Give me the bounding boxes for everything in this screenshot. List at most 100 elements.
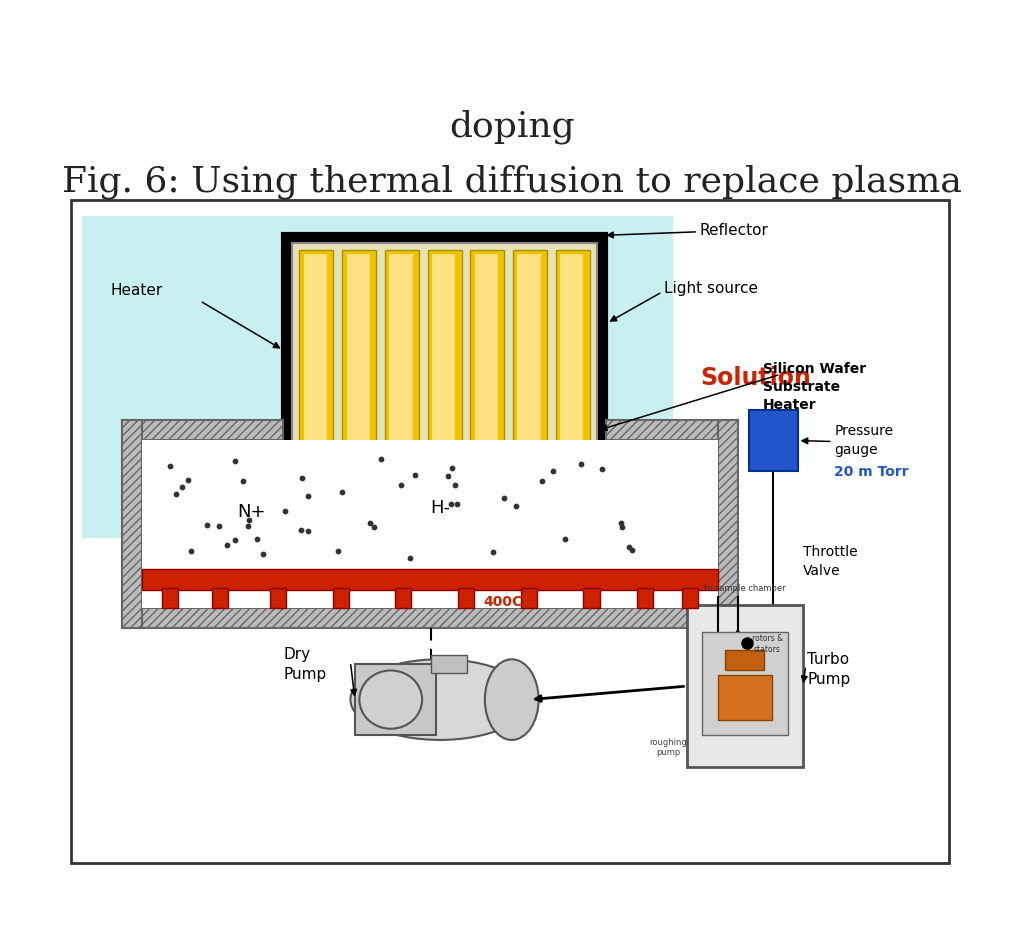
Text: doping: doping	[449, 109, 574, 144]
Bar	[718, 629, 737, 731]
Point	[234, 474, 251, 489]
Bar	[346, 255, 370, 509]
Bar	[292, 243, 597, 521]
Text: Heater: Heater	[111, 283, 163, 298]
Point	[613, 515, 630, 530]
Point	[168, 488, 184, 502]
Bar	[212, 589, 227, 608]
Bar	[269, 589, 286, 608]
Bar	[162, 589, 178, 608]
Ellipse shape	[359, 671, 422, 729]
Bar	[517, 255, 541, 509]
Text: N+: N+	[238, 502, 266, 521]
Point	[219, 538, 236, 552]
Point	[162, 459, 178, 474]
Bar	[395, 589, 412, 608]
Text: Silicon Wafer
Substrate: Silicon Wafer Substrate	[763, 362, 866, 394]
Bar	[513, 250, 547, 514]
Point	[361, 515, 378, 530]
Text: roughing
pump: roughing pump	[649, 737, 687, 756]
Bar	[458, 589, 474, 608]
Text: Turbo
Pump: Turbo Pump	[808, 651, 851, 686]
Bar	[584, 589, 600, 608]
Text: Throttle
Valve: Throttle Valve	[803, 545, 858, 578]
Point	[442, 497, 459, 512]
Bar	[82, 216, 673, 539]
Point	[439, 469, 456, 484]
Point	[407, 468, 423, 483]
Point	[334, 485, 350, 500]
Bar	[470, 250, 504, 514]
Bar	[122, 421, 284, 440]
Bar	[304, 255, 327, 509]
Point	[179, 474, 196, 489]
Point	[447, 478, 464, 493]
Point	[572, 457, 589, 472]
Bar	[686, 606, 803, 767]
Point	[622, 540, 638, 555]
Bar	[385, 250, 419, 514]
Bar	[333, 589, 348, 608]
Point	[293, 524, 309, 539]
Bar	[431, 655, 467, 673]
Ellipse shape	[484, 659, 539, 740]
Bar	[725, 651, 765, 670]
Bar	[427, 250, 462, 514]
Point	[278, 504, 294, 519]
Point	[240, 519, 256, 534]
Point	[249, 532, 265, 547]
Bar	[701, 633, 787, 736]
Text: Light source: Light source	[665, 281, 758, 296]
Point	[227, 454, 244, 469]
Point	[484, 545, 501, 560]
Point	[199, 518, 215, 533]
Bar	[556, 250, 590, 514]
Text: rotors &
stators: rotors & stators	[752, 634, 782, 654]
Bar	[606, 421, 737, 440]
Point	[594, 463, 610, 477]
Point	[255, 547, 271, 562]
Bar	[389, 255, 413, 509]
Text: Reflector: Reflector	[700, 222, 769, 237]
Text: H-: H-	[430, 499, 451, 516]
Point	[401, 552, 418, 566]
Point	[330, 544, 346, 559]
Point	[211, 519, 227, 534]
Bar	[355, 664, 435, 736]
Point	[227, 533, 244, 548]
Point	[534, 474, 550, 489]
Point	[374, 452, 390, 467]
Bar	[292, 243, 597, 521]
Point	[183, 544, 200, 559]
Point	[496, 491, 512, 506]
Point	[299, 525, 315, 540]
Text: Heater: Heater	[763, 398, 816, 412]
Point	[508, 500, 524, 514]
Bar	[284, 235, 606, 529]
Bar	[475, 255, 498, 509]
Point	[241, 513, 257, 527]
Point	[450, 497, 466, 512]
Bar	[718, 421, 737, 629]
Point	[443, 462, 460, 476]
Point	[556, 532, 572, 547]
Bar	[682, 589, 698, 608]
Bar	[560, 255, 584, 509]
Text: Dry
Pump: Dry Pump	[284, 647, 327, 681]
Bar	[122, 421, 141, 629]
Bar	[299, 250, 334, 514]
Text: Fig. 6: Using thermal diffusion to replace plasma: Fig. 6: Using thermal diffusion to repla…	[61, 164, 962, 199]
Bar	[637, 589, 653, 608]
Bar	[750, 411, 798, 472]
Point	[294, 471, 310, 486]
Point	[174, 480, 190, 495]
Text: to sample chamber: to sample chamber	[703, 583, 785, 592]
Point	[392, 478, 409, 493]
Point	[300, 489, 316, 503]
Text: 20 m Torr: 20 m Torr	[835, 464, 909, 478]
Bar	[342, 250, 376, 514]
Bar	[141, 569, 718, 590]
Ellipse shape	[350, 659, 529, 740]
Text: 400C: 400C	[483, 594, 522, 608]
Point	[545, 464, 561, 479]
